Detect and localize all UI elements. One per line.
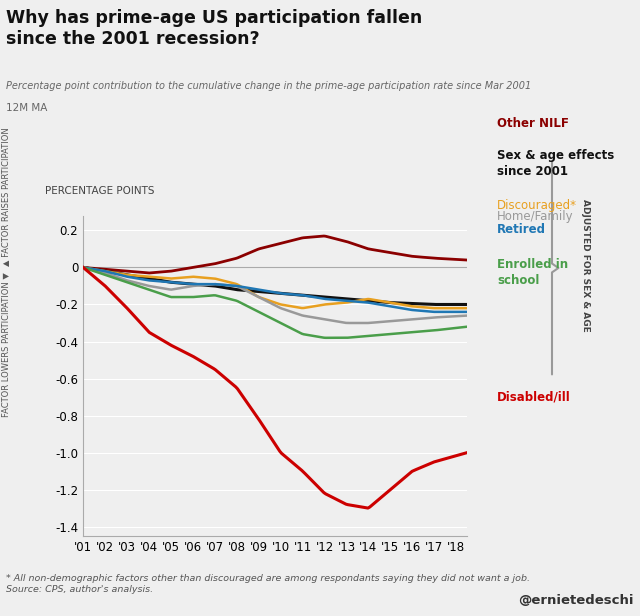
Text: Enrolled in
school: Enrolled in school [497, 257, 568, 287]
Text: Why has prime-age US participation fallen
since the 2001 recession?: Why has prime-age US participation falle… [6, 9, 422, 48]
Text: Percentage point contribution to the cumulative change in the prime-age particip: Percentage point contribution to the cum… [6, 81, 532, 91]
Text: Home/Family: Home/Family [497, 210, 574, 224]
Text: ADJUSTED FOR SEX & AGE: ADJUSTED FOR SEX & AGE [580, 198, 590, 331]
Text: @ernietedeschi: @ernietedeschi [518, 594, 634, 607]
Text: PERCENTAGE POINTS: PERCENTAGE POINTS [45, 187, 154, 197]
Text: Sex & age effects
since 2001: Sex & age effects since 2001 [497, 148, 614, 178]
Text: FACTOR LOWERS PARTICIPATION ▼: FACTOR LOWERS PARTICIPATION ▼ [1, 272, 10, 418]
Text: Disabled/ill: Disabled/ill [497, 391, 571, 404]
Text: Other NILF: Other NILF [497, 116, 569, 130]
Text: ▲ FACTOR RAISES PARTICIPATION: ▲ FACTOR RAISES PARTICIPATION [1, 128, 10, 267]
Text: Discouraged*: Discouraged* [497, 198, 577, 212]
Text: Retired: Retired [497, 222, 547, 236]
Text: * All non-demographic factors other than discouraged are among respondants sayin: * All non-demographic factors other than… [6, 574, 531, 593]
Text: 12M MA: 12M MA [6, 103, 48, 113]
